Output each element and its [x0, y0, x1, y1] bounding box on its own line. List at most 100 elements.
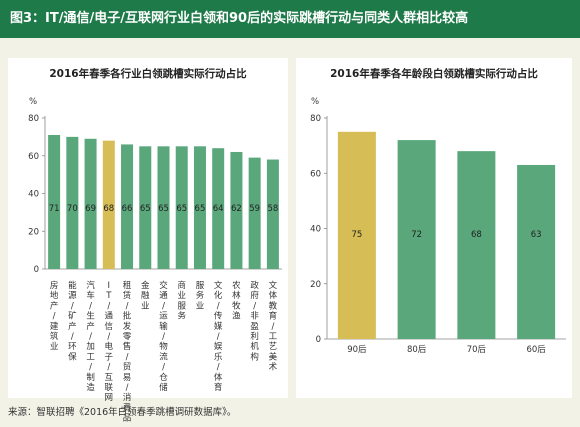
category-label-char: 贸: [123, 362, 132, 373]
category-label-char: 地: [50, 290, 59, 301]
category-label-char: 教: [269, 300, 278, 311]
category-label-char: /: [107, 363, 110, 373]
source-note: 来源：智联招聘《2016年白领春季跳槽调研数据库》。: [8, 407, 237, 418]
category-label-char: 务: [177, 311, 186, 322]
category-label-char: 制: [86, 372, 95, 383]
figure-title: 图3：IT/通信/电子/互联网行业白领和90后的实际跳槽行动与同类人群相比较高: [0, 0, 580, 38]
category-label-char: /: [89, 301, 92, 311]
y-tick-label: 40: [28, 190, 39, 200]
data-label: 70: [67, 204, 78, 214]
category-label-char: 融: [141, 290, 150, 301]
category-label-char: 费: [123, 402, 132, 413]
category-label-char: /: [217, 332, 220, 342]
category-label-char: T: [105, 291, 112, 301]
data-label: 65: [158, 204, 169, 214]
bar: [337, 131, 376, 339]
category-label: 80后: [407, 344, 427, 355]
category-label-char: 加: [86, 341, 95, 352]
category-label-char: 运: [159, 312, 168, 322]
category-label-char: 业: [50, 341, 59, 352]
category-label-char: 务: [196, 290, 205, 301]
category-label-char: 非: [250, 311, 259, 322]
category-label-char: 业: [141, 300, 150, 311]
category-label-char: 汽: [86, 280, 95, 291]
category-label-char: I: [108, 281, 111, 291]
category-label-char: 流: [159, 351, 168, 362]
category-label-char: 工: [86, 352, 95, 362]
category-label-char: 盈: [250, 322, 259, 332]
y-tick-label: 20: [310, 280, 321, 290]
y-tick-label: 60: [310, 169, 321, 179]
chart-title: 2016年春季各行业白领跳槽实际行动占比: [49, 67, 247, 80]
category-label-char: 房: [50, 280, 59, 291]
category-label-char: 易: [123, 373, 132, 383]
category-label-char: 传: [214, 311, 223, 322]
category-label-char: /: [253, 301, 256, 311]
category-label-char: 生: [86, 311, 95, 322]
bar: [139, 146, 152, 269]
category-label-char: /: [126, 301, 129, 311]
category-label-char: 业: [177, 290, 186, 301]
bar: [84, 138, 97, 269]
category-label-char: 物: [159, 341, 168, 352]
category-label-char: 化: [214, 290, 223, 301]
bar: [102, 140, 115, 269]
category-label-char: /: [89, 363, 92, 373]
category-label-char: 子: [105, 352, 114, 362]
category-label-char: /: [126, 383, 129, 393]
category-label-char: 筑: [50, 331, 59, 342]
bar: [157, 146, 170, 269]
category-label-char: 建: [50, 321, 59, 332]
category-label-char: 租: [123, 281, 132, 291]
category-label-char: 消: [123, 392, 132, 403]
data-label: 68: [471, 230, 482, 240]
category-label-char: 体: [269, 290, 278, 301]
category-label-char: 美: [269, 351, 278, 362]
data-label: 65: [195, 204, 206, 214]
category-label-char: 零: [123, 332, 132, 342]
category-label-char: /: [89, 332, 92, 342]
data-label: 59: [249, 204, 260, 214]
bar: [193, 146, 206, 269]
data-label: 58: [267, 204, 278, 214]
data-label: 65: [176, 204, 187, 214]
bar: [457, 151, 496, 339]
y-tick-label: 40: [310, 225, 321, 235]
y-unit-label: %: [311, 97, 319, 107]
y-tick-label: 20: [28, 227, 39, 237]
category-label-char: 媒: [214, 322, 223, 332]
bar: [121, 144, 134, 269]
category-label-char: 体: [214, 372, 223, 383]
category-label-char: 商: [177, 280, 186, 291]
category-label-char: 产: [86, 321, 95, 332]
category-label-char: 林: [232, 290, 241, 301]
data-label: 62: [231, 204, 242, 214]
category-label-char: 文: [214, 280, 223, 291]
category-label-char: 输: [159, 321, 168, 332]
category-label-char: 售: [123, 341, 132, 352]
industry-chart: 2016年春季各行业白领跳槽实际行动占比%02040608071房地产/建筑业7…: [8, 58, 288, 424]
category-label-char: 信: [105, 321, 114, 332]
category-label-char: 保: [68, 351, 77, 362]
data-label: 65: [140, 204, 151, 214]
bar: [48, 134, 61, 269]
category-label-char: 府: [250, 290, 259, 301]
category-label-char: 牧: [232, 300, 241, 311]
age-group-chart: 2016年春季各年龄段白领跳槽实际行动占比% 0 20 40 60 80 75 90后 72 80…: [296, 58, 572, 398]
category-label-char: 车: [86, 290, 95, 301]
bar: [212, 148, 225, 269]
category-label-char: /: [71, 332, 74, 342]
category-label-char: 娱: [214, 342, 223, 352]
y-tick-label: 80: [28, 114, 39, 124]
bar: [266, 159, 279, 269]
category-label-char: 育: [214, 382, 223, 393]
category-label-char: 政: [250, 280, 259, 291]
category-label-char: 网: [105, 393, 114, 403]
category-label-char: /: [271, 322, 274, 332]
category-label-char: 农: [232, 280, 241, 291]
category-label-char: 金: [141, 280, 150, 291]
category-label-char: 源: [68, 291, 77, 301]
category-label-char: 品: [123, 414, 132, 424]
data-label: 66: [122, 204, 133, 214]
category-label-char: /: [71, 301, 74, 311]
